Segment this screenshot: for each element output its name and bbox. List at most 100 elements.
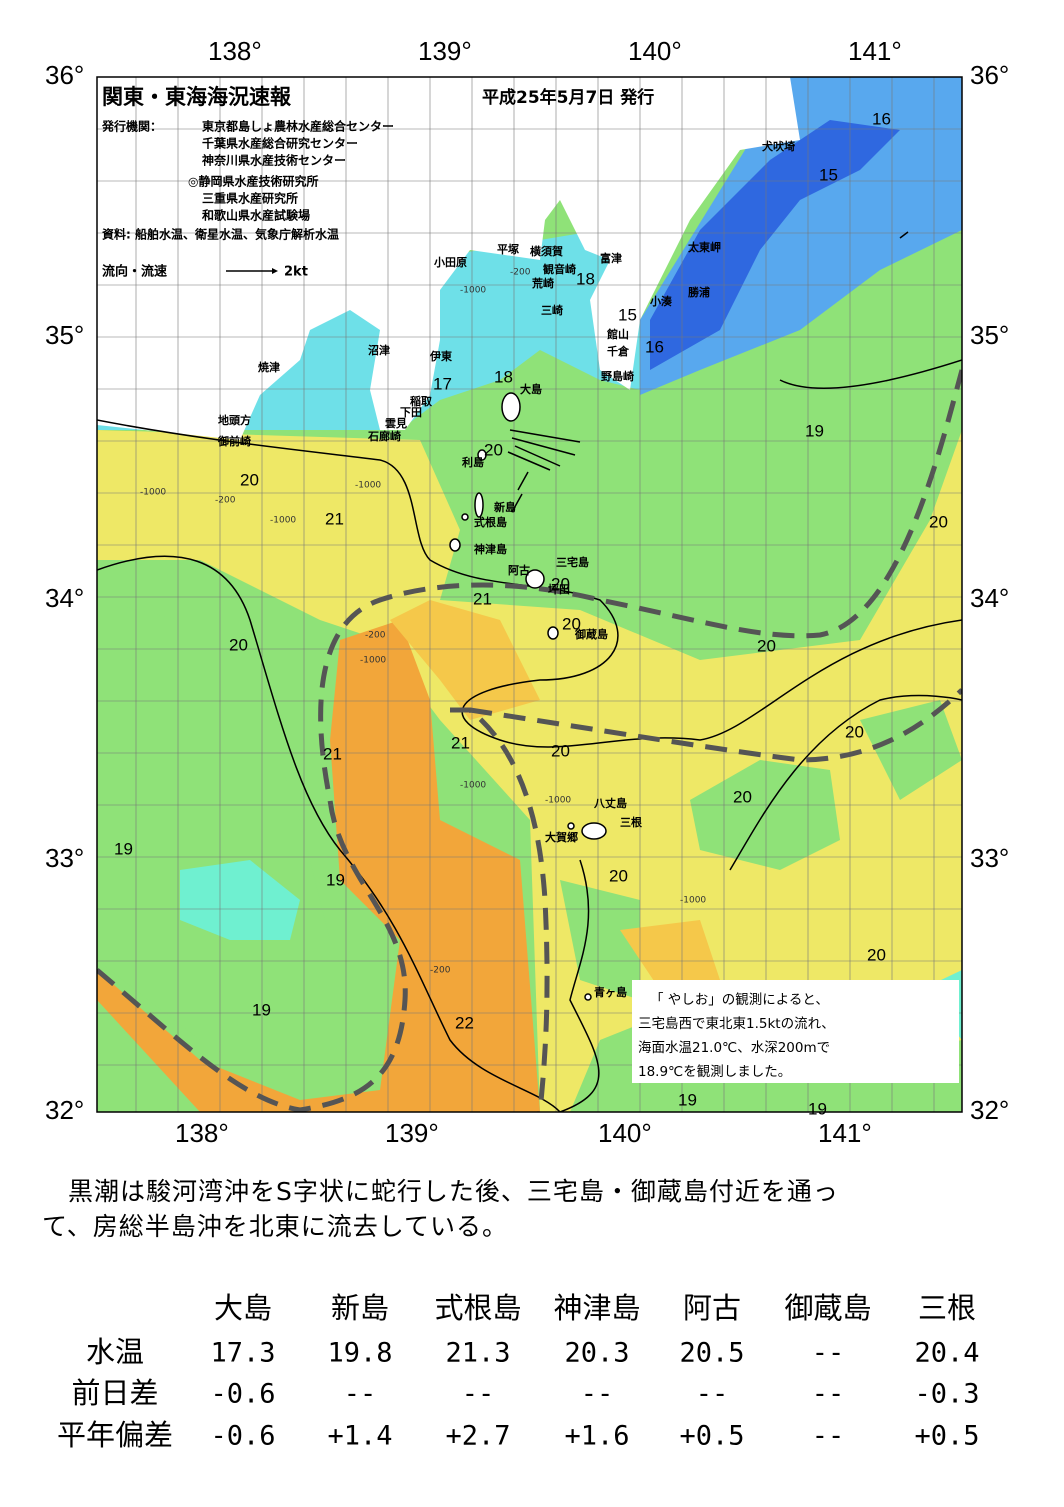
note-line: 三宅島西で東北東1.5ktの流れ、: [638, 1016, 835, 1032]
table-cell: --: [812, 1379, 845, 1410]
column-header: 新島: [331, 1291, 389, 1325]
summary-line: 黒潮は駿河湾沖をS字状に蛇行した後、三宅島・御蔵島付近を通っ: [68, 1177, 839, 1206]
table-cell: 20.4: [914, 1338, 979, 1369]
lat-label: 36°: [970, 60, 1009, 90]
place-label: 観音崎: [543, 262, 576, 276]
place-label: 横須賀: [530, 244, 563, 258]
table-cell: 17.3: [210, 1338, 275, 1369]
place-label: 地頭方: [218, 413, 251, 427]
summary-line: て、房総半島沖を北東に流去している。: [42, 1212, 508, 1241]
current-arrow: [511, 437, 576, 456]
isotherm-label: 19: [808, 1099, 827, 1118]
place-label: 伊東: [429, 349, 453, 363]
isotherm-line: [559, 859, 600, 1112]
isotherm-line: [729, 694, 962, 871]
place-label: 焼津: [258, 360, 280, 374]
table-cell: +1.6: [564, 1421, 629, 1452]
current-arrow: [517, 471, 529, 491]
lat-label: 34°: [45, 583, 84, 613]
issue-date: 平成25年5月7日 発行: [482, 87, 654, 108]
isotherm-label: 20: [229, 635, 248, 654]
table-cell: --: [812, 1338, 845, 1369]
lon-label: 139°: [418, 36, 472, 66]
place-label: 野島崎: [601, 369, 634, 383]
isotherm-label: 20: [733, 787, 752, 806]
sea-cyan-patch: [180, 860, 962, 1040]
lat-label: 32°: [970, 1095, 1009, 1125]
table-cell: --: [581, 1379, 614, 1410]
note-line: 海面水温21.0℃、水深200mで: [638, 1040, 830, 1056]
lat-label: 35°: [970, 320, 1009, 350]
lat-label: 33°: [970, 843, 1009, 873]
legend-arrowhead: [272, 268, 278, 274]
lat-label: 32°: [45, 1095, 84, 1125]
current-arrow: [509, 429, 581, 443]
isotherm-labels: 16 15 18 15 16 17 18 19 20 20 21 20 21 20 20 20 20 21 20 20…: [114, 109, 948, 1118]
island: [461, 513, 469, 521]
isotherm-label: 20: [609, 866, 628, 885]
column-header: 神津島: [553, 1291, 640, 1325]
legend-scale: 2kt: [284, 265, 308, 280]
place-label: 太東岬: [687, 240, 721, 254]
column-header: 三根: [918, 1291, 976, 1325]
place-label: 平塚: [497, 242, 519, 256]
sea-yellow: [97, 430, 962, 1112]
current-arrow: [507, 451, 551, 471]
isotherm-label: 20: [845, 722, 864, 741]
island: [449, 538, 461, 552]
place-label: 神津島: [474, 542, 507, 556]
lat-label: 33°: [45, 843, 84, 873]
kuroshio-line: [469, 688, 962, 763]
depth-labels: -1000 -200 -1000 -200 -1000 -1000 -1000 -200 -10…: [140, 268, 706, 976]
table-cell: --: [812, 1421, 845, 1452]
depth-label: -1000: [545, 796, 571, 806]
depth-label: -1000: [460, 781, 486, 791]
lat-label: 35°: [45, 320, 84, 350]
place-label: 三崎: [541, 303, 563, 317]
place-label: 沼津: [368, 343, 390, 357]
sea-deep-blue: [650, 120, 900, 370]
isotherm-label: 20: [240, 470, 259, 489]
current-arrow: [514, 445, 561, 467]
column-header: 式根島: [434, 1291, 521, 1325]
lat-label: 34°: [970, 583, 1009, 613]
isotherm-line: [779, 359, 962, 390]
isotherm-label: 16: [645, 337, 664, 356]
table-cell: --: [344, 1379, 377, 1410]
place-label: 荒崎: [531, 276, 554, 290]
depth-label: -200: [215, 496, 236, 506]
place-label: 八丈島: [593, 796, 627, 810]
isotherm-label: 20: [867, 945, 886, 964]
row-label: 平年偏差: [57, 1418, 173, 1452]
note-line: 「 やしお」の観測によると、: [650, 991, 829, 1008]
lon-label: 140°: [628, 36, 682, 66]
sea-green-patch: [97, 600, 962, 1112]
table-cell: +0.5: [679, 1421, 744, 1452]
place-label: 阿古: [508, 563, 530, 577]
isotherm-label: 18: [494, 367, 513, 386]
isotherm-label: 16: [872, 109, 891, 128]
island: [567, 822, 575, 830]
map-frame: [96, 76, 963, 1113]
kuroshio-axis: [97, 369, 962, 1112]
isotherm-label: 20: [757, 636, 776, 655]
column-header: 大島: [214, 1291, 272, 1325]
island: [581, 822, 607, 840]
depth-label: -1000: [680, 896, 706, 906]
place-label: 下田: [400, 406, 422, 419]
island: [477, 449, 487, 461]
isotherm-label: 19: [114, 839, 133, 858]
place-label: 大賀郷: [545, 830, 578, 844]
isotherm-label: 20: [551, 741, 570, 760]
table-cell: +2.7: [445, 1421, 510, 1452]
issuer: 和歌山県水産試験場: [201, 208, 310, 223]
place-label: 石廊崎: [367, 429, 401, 443]
isotherms: [97, 359, 962, 1112]
isotherm-label: 15: [618, 305, 637, 324]
current-vectors: [507, 231, 909, 513]
row-label: 前日差: [71, 1376, 158, 1410]
note-line: 18.9℃を観測しました。: [638, 1063, 791, 1080]
